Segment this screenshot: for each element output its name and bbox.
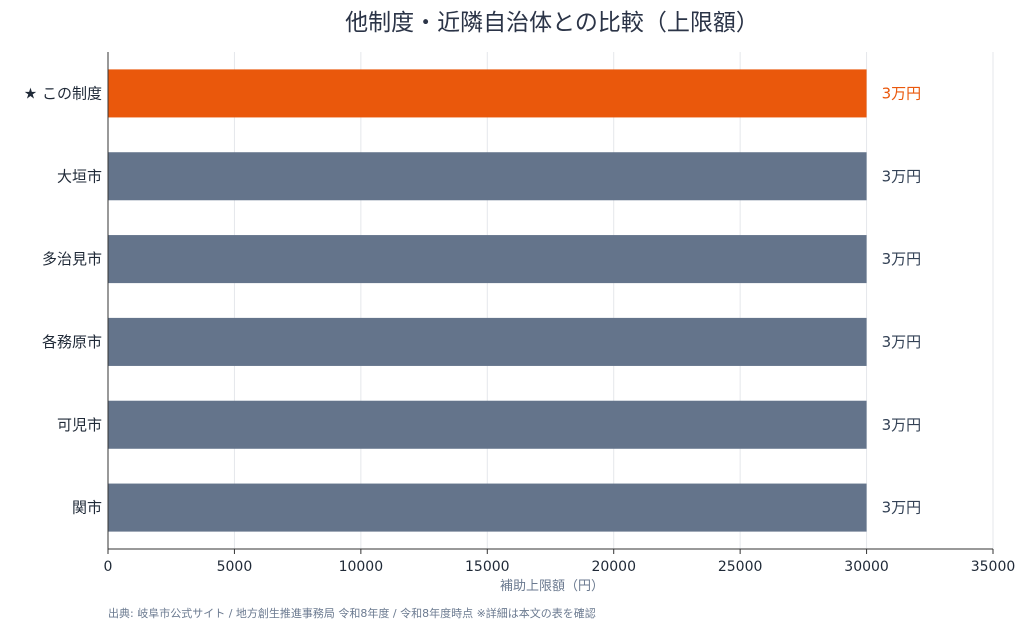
category-label: 可児市 (57, 416, 102, 434)
category-label: 大垣市 (57, 167, 102, 185)
category-label: 各務原市 (42, 333, 102, 351)
category-label: 関市 (72, 499, 102, 517)
bar-4 (108, 400, 867, 449)
value-label: 3万円 (882, 416, 922, 434)
x-tick-label: 10000 (339, 559, 384, 575)
value-label: 3万円 (882, 499, 922, 517)
x-tick-label: 35000 (971, 559, 1016, 575)
bars: 3万円 3万円 3万円 3万円 3万円 3万円 (108, 69, 922, 532)
source-note: 出典: 岐阜市公式サイト / 地方創生推進事務局 令和8年度 / 令和8年度時点… (108, 606, 596, 620)
value-label: 3万円 (882, 250, 922, 268)
value-label: 3万円 (882, 167, 922, 185)
x-tick-label: 15000 (465, 559, 510, 575)
bar-5 (108, 483, 867, 532)
bar-0 (108, 69, 867, 118)
bar-1 (108, 152, 867, 201)
value-label: 3万円 (882, 333, 922, 351)
bar-2 (108, 235, 867, 284)
category-label: ★ この制度 (24, 84, 102, 102)
x-tick-label: 5000 (217, 559, 253, 575)
x-tick-label: 30000 (844, 559, 889, 575)
value-label: 3万円 (882, 84, 922, 102)
x-axis-label: 補助上限額（円） (500, 579, 604, 594)
x-tick-label: 25000 (718, 559, 763, 575)
x-tick-label: 20000 (591, 559, 636, 575)
chart-title: 他制度・近隣自治体との比較（上限額） (345, 10, 759, 36)
x-tick-label: 0 (104, 559, 113, 575)
grid-lines (233, 52, 994, 549)
category-label: 多治見市 (42, 250, 102, 268)
bar-3 (108, 317, 867, 366)
